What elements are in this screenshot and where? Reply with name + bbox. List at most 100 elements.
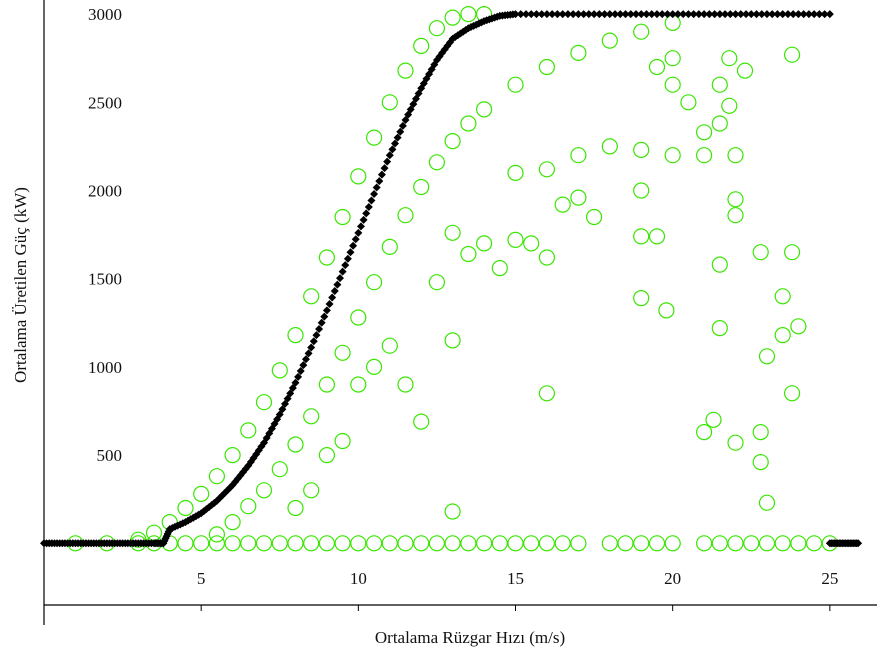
measured-point bbox=[711, 115, 728, 132]
power-curve-point bbox=[637, 10, 646, 19]
power-curve-point bbox=[794, 10, 803, 19]
measured-point bbox=[570, 535, 587, 552]
measured-point bbox=[601, 32, 618, 49]
power-curve-point bbox=[307, 343, 316, 352]
measured-point bbox=[224, 513, 241, 531]
measured-point bbox=[444, 332, 461, 349]
measured-point bbox=[397, 376, 414, 393]
power-curve-point bbox=[595, 10, 604, 19]
y-tick-label: 2500 bbox=[88, 93, 122, 112]
power-curve-point bbox=[341, 261, 350, 270]
power-curve-point bbox=[752, 10, 761, 19]
measured-point bbox=[783, 385, 801, 402]
power-curve-point bbox=[356, 222, 365, 231]
measured-point bbox=[633, 182, 650, 199]
power-curve-point bbox=[325, 299, 334, 308]
power-curve-point bbox=[668, 10, 677, 19]
x-axis-title: Ortalama Rüzgar Hızı (m/s) bbox=[375, 628, 565, 647]
measured-point bbox=[523, 235, 540, 252]
power-curve-point bbox=[542, 10, 551, 19]
power-curve-point bbox=[398, 121, 407, 130]
measured-point bbox=[334, 208, 351, 226]
power-curve-point bbox=[652, 10, 661, 19]
measured-point bbox=[366, 358, 383, 375]
power-curve-point bbox=[689, 10, 698, 19]
power-curve-point bbox=[563, 10, 572, 19]
power-curve-point bbox=[532, 10, 541, 19]
power-curve-point bbox=[611, 10, 620, 19]
power-curve-point bbox=[338, 267, 347, 276]
measured-point bbox=[695, 535, 713, 552]
measured-point bbox=[633, 290, 650, 307]
x-ticks: 5 10 15 20 25 bbox=[197, 569, 838, 611]
measured-point bbox=[743, 535, 760, 552]
measured-point bbox=[413, 37, 430, 55]
power-curve-point bbox=[336, 274, 345, 283]
measured-point bbox=[334, 344, 351, 361]
measured-point bbox=[350, 168, 367, 185]
measured-point bbox=[240, 422, 257, 439]
power-curve-point bbox=[679, 10, 688, 19]
measured-point bbox=[224, 447, 241, 464]
measured-point bbox=[334, 535, 351, 552]
measured-point bbox=[366, 535, 383, 552]
measured-point bbox=[752, 244, 769, 261]
power-curve-point bbox=[385, 151, 394, 160]
measured-point bbox=[224, 535, 241, 552]
measured-point bbox=[658, 302, 675, 319]
measured-point bbox=[507, 231, 524, 248]
y-tick-label: 500 bbox=[97, 446, 123, 465]
measured-point bbox=[460, 535, 477, 552]
power-curve-point bbox=[548, 10, 557, 19]
power-curve-point bbox=[333, 280, 342, 289]
power-curve-point bbox=[537, 10, 546, 19]
measured-point bbox=[507, 164, 524, 181]
measured-point bbox=[633, 23, 650, 40]
measured-point bbox=[727, 434, 744, 451]
power-curve-point bbox=[349, 241, 358, 250]
measured-point bbox=[350, 376, 367, 393]
x-tick-label: 10 bbox=[350, 569, 367, 588]
power-curve-point bbox=[820, 10, 829, 19]
measured-point bbox=[491, 535, 508, 552]
measured-point bbox=[664, 76, 681, 93]
measured-point bbox=[208, 535, 225, 552]
measured-point bbox=[758, 348, 776, 365]
power-curve-point bbox=[642, 10, 651, 19]
measured-point bbox=[774, 288, 791, 305]
power-curve-point bbox=[632, 10, 641, 19]
measured-point bbox=[334, 432, 351, 450]
power-curve-point bbox=[747, 10, 756, 19]
measured-point bbox=[570, 44, 587, 62]
power-curve-point bbox=[527, 10, 536, 19]
measured-point bbox=[705, 411, 722, 428]
measured-point bbox=[727, 191, 744, 208]
measured-point bbox=[774, 535, 791, 552]
power-curve-point bbox=[590, 10, 599, 19]
measured-point bbox=[460, 245, 477, 263]
power-curve-point bbox=[731, 10, 740, 19]
measured-point bbox=[680, 94, 697, 111]
power-curve-point bbox=[773, 10, 782, 19]
power-curve-point bbox=[658, 10, 667, 19]
measured-point bbox=[752, 424, 769, 441]
measured-point bbox=[318, 249, 335, 266]
power-curve-point bbox=[600, 10, 609, 19]
power-curve-point bbox=[558, 10, 567, 19]
measured-point bbox=[350, 535, 367, 552]
measured-point bbox=[570, 147, 587, 164]
measured-point bbox=[444, 133, 461, 150]
measured-point bbox=[727, 147, 744, 164]
measured-point bbox=[381, 94, 398, 111]
power-curve-point bbox=[396, 127, 405, 136]
power-curve-point bbox=[351, 235, 360, 244]
measured-points-layer bbox=[67, 6, 838, 552]
power-curve-point bbox=[370, 190, 379, 199]
measured-point bbox=[428, 154, 445, 171]
measured-point bbox=[318, 535, 335, 552]
power-curve-point bbox=[309, 337, 318, 346]
power-curve-point bbox=[516, 10, 525, 19]
power-curve-point bbox=[197, 509, 206, 518]
power-curve-point bbox=[663, 10, 672, 19]
